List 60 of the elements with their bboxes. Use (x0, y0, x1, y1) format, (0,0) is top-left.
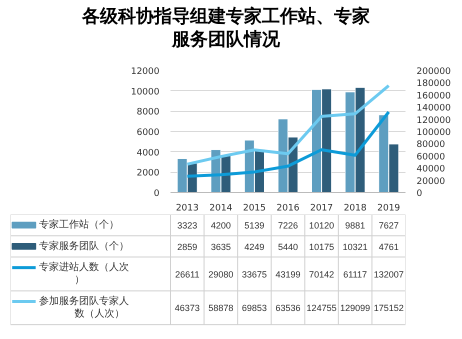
data-label: 43199 (275, 269, 301, 280)
y2-tick-label: 20000 (416, 176, 446, 187)
legend-label: 专家服务团队（个） (39, 240, 130, 252)
data-label: 61117 (343, 269, 367, 280)
data-label: 132007 (374, 269, 404, 280)
data-label: 46373 (174, 303, 200, 314)
y2-tick-label: 40000 (416, 164, 446, 175)
line-series (186, 110, 390, 178)
x-tick-label: 2019 (377, 204, 400, 214)
data-label: 29080 (208, 269, 234, 280)
data-label: 26611 (175, 269, 200, 280)
y2-tick-label: 180000 (416, 79, 452, 90)
data-label: 63536 (275, 303, 301, 314)
data-label: 10175 (309, 242, 334, 252)
data-label: 3323 (177, 220, 198, 231)
chart-title: 各级科协指导组建专家工作站、专家服务团队情况 (80, 5, 371, 51)
data-label: 7627 (378, 220, 399, 231)
data-label: 10120 (309, 220, 334, 231)
data-label: 4761 (378, 242, 399, 252)
data-label: 33675 (242, 269, 267, 280)
data-label: 124755 (306, 303, 337, 314)
legend-label: 专家进站人数（人次） (39, 261, 130, 286)
data-label: 9881 (345, 220, 366, 231)
x-tick-label: 2014 (209, 204, 233, 214)
data-label: 58878 (208, 303, 234, 314)
y2-tick-label: 0 (416, 189, 422, 199)
data-label: 5440 (278, 242, 298, 252)
data-label: 5139 (244, 220, 264, 231)
data-label: 2859 (177, 242, 198, 252)
data-label: 129099 (340, 303, 370, 314)
x-tick-label: 2018 (344, 204, 367, 214)
legend-label: 参加服务团队专家人数（人次） (39, 294, 130, 320)
y-tick-label: 4000 (136, 148, 160, 158)
y-tick-label: 8000 (136, 108, 160, 118)
x-tick-label: 2016 (276, 204, 300, 214)
x-tick-label: 2017 (310, 204, 334, 214)
data-label: 3635 (210, 242, 231, 252)
data-label: 69853 (242, 303, 267, 314)
y-tick-label: 10000 (130, 87, 160, 98)
y2-tick-label: 200000 (416, 67, 452, 77)
x-tick-label: 2013 (176, 204, 199, 214)
y-tick-label: 6000 (136, 128, 160, 138)
y2-tick-label: 120000 (416, 116, 452, 126)
data-label: 7226 (278, 220, 298, 231)
data-label: 4200 (210, 220, 231, 231)
legend-label: 专家工作站（个） (39, 218, 120, 231)
y2-tick-label: 60000 (416, 152, 446, 162)
data-label: 10321 (342, 242, 368, 252)
y2-tick-label: 140000 (416, 104, 452, 114)
x-tick-label: 2015 (242, 204, 266, 214)
y2-tick-label: 100000 (416, 128, 452, 138)
y2-tick-label: 160000 (416, 91, 452, 102)
line-series (186, 84, 390, 166)
data-label: 4249 (244, 242, 264, 252)
y2-tick-label: 80000 (416, 140, 446, 150)
data-label: 175152 (374, 303, 404, 314)
y-tick-label: 12000 (130, 67, 160, 77)
data-label: 70142 (309, 269, 334, 280)
y-tick-label: 2000 (136, 168, 160, 179)
y-tick-label: 0 (154, 189, 160, 199)
